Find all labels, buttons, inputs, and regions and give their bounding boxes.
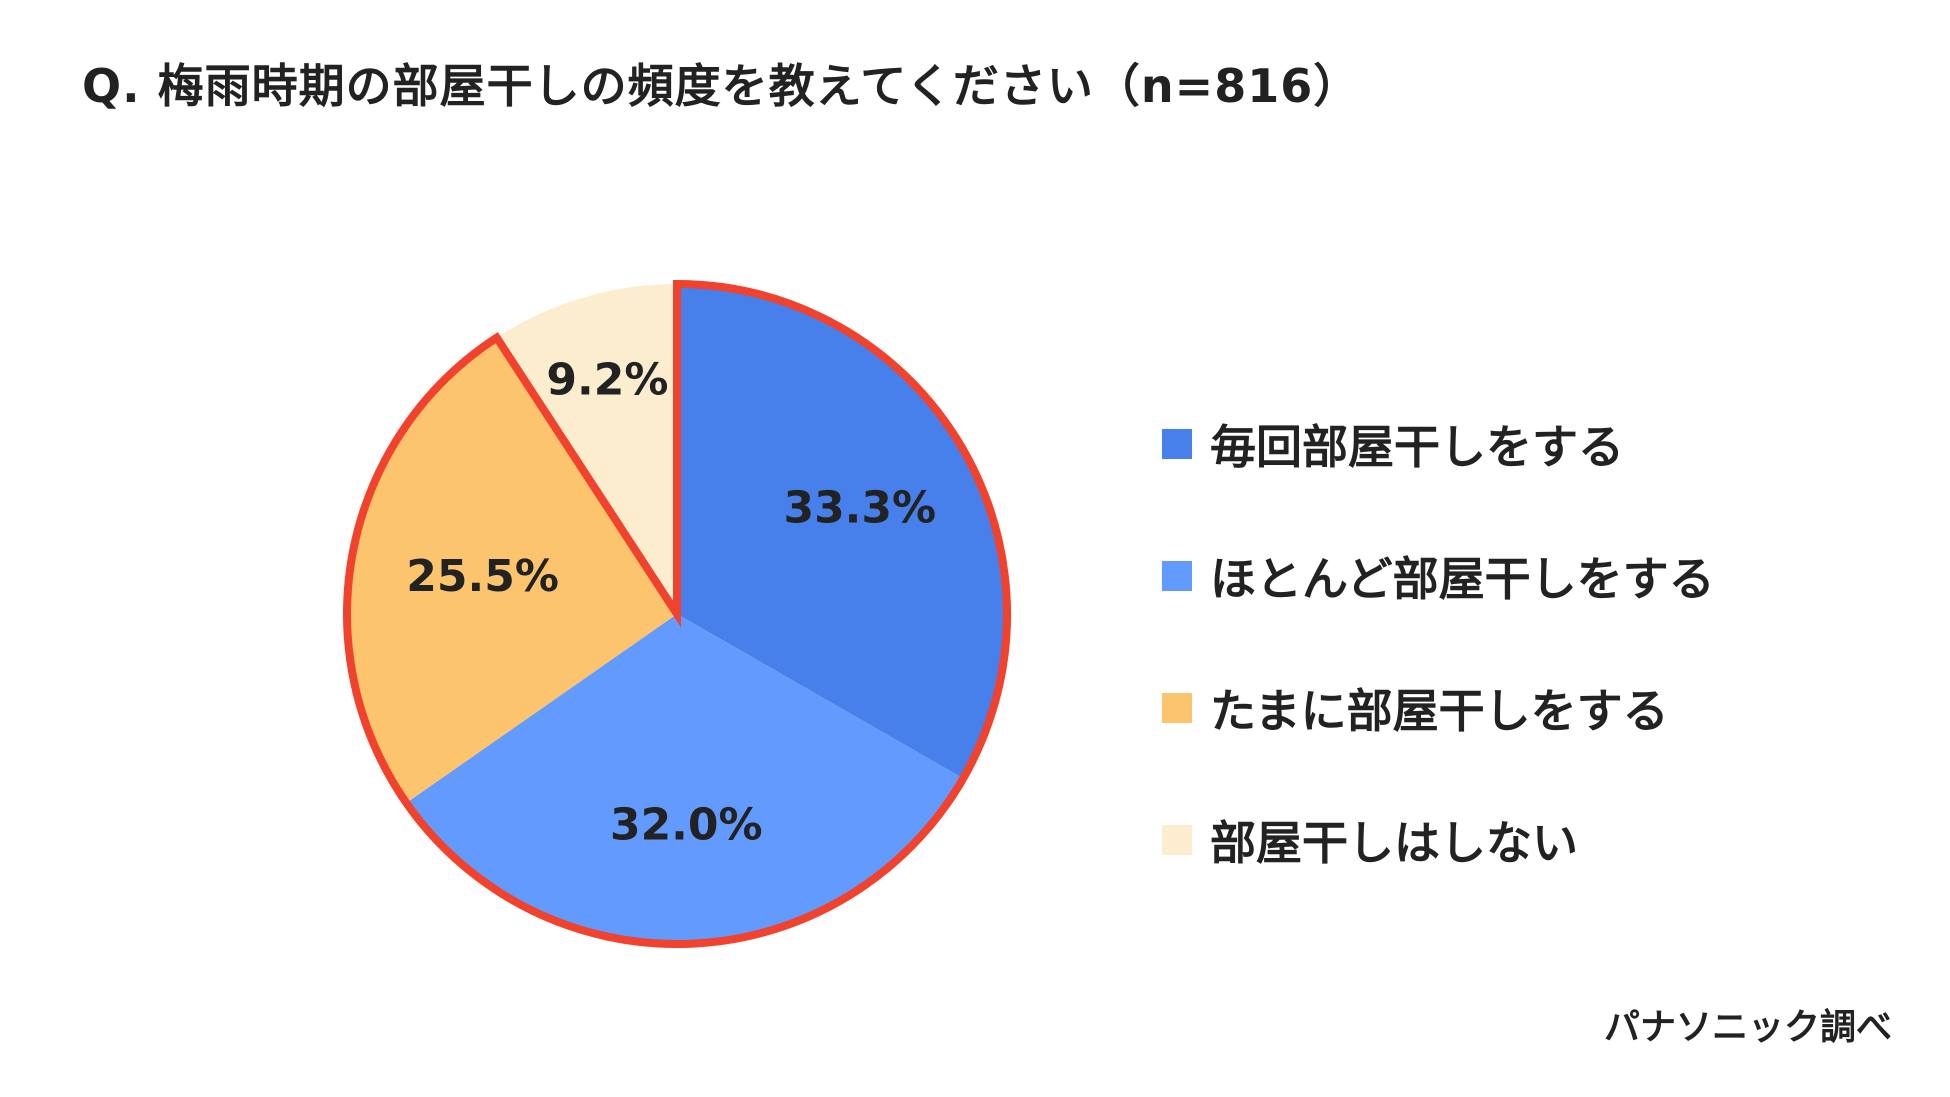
highlight-outline (343, 279, 1011, 948)
legend-label: ほとんど部屋干しをする (1210, 552, 1715, 606)
legend-item: たまに部屋干しをする (1162, 642, 1715, 774)
pie-slice (347, 337, 677, 803)
legend-swatch (1162, 561, 1192, 591)
pie-slice (496, 284, 677, 614)
legend-item: 毎回部屋干しをする (1162, 378, 1715, 510)
chart-title: Q. 梅雨時期の部屋干しの頻度を教えてください（n=816） (82, 59, 1361, 113)
pie-value-labels: 33.3% 32.0% 25.5% 9.2% (406, 354, 936, 850)
pie-value-label: 25.5% (406, 551, 559, 602)
legend-swatch (1162, 825, 1192, 855)
pie-value-label: 9.2% (546, 354, 668, 405)
pie-value-label: 33.3% (783, 483, 936, 534)
legend-item: 部屋干しはしない (1162, 774, 1715, 906)
legend-swatch (1162, 429, 1192, 459)
legend-swatch (1162, 693, 1192, 723)
source-note: パナソニック調べ (1603, 1007, 1892, 1048)
legend-item: ほとんど部屋干しをする (1162, 510, 1715, 642)
legend: 毎回部屋干しをする ほとんど部屋干しをする たまに部屋干しをする 部屋干しはしな… (1162, 378, 1715, 906)
legend-label: たまに部屋干しをする (1210, 684, 1669, 738)
legend-label: 部屋干しはしない (1210, 816, 1578, 870)
pie-value-label: 32.0% (610, 799, 763, 850)
pie-slice (406, 614, 964, 944)
pie-slices (347, 284, 1007, 944)
pie-slice (677, 284, 1007, 779)
legend-label: 毎回部屋干しをする (1210, 420, 1624, 474)
